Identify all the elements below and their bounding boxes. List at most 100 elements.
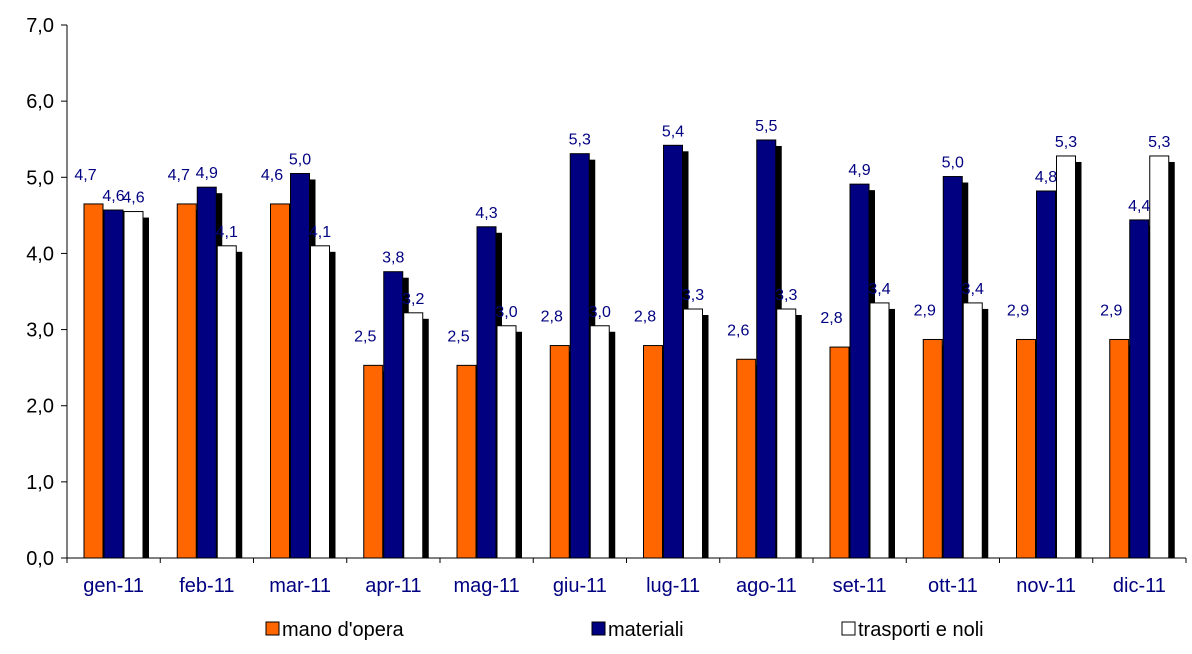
x-tick-label: lug-11 [646, 575, 700, 597]
bar [736, 358, 757, 559]
bar [569, 153, 590, 559]
y-tick-label: 7,0 [26, 15, 54, 37]
y-tick-label: 0,0 [26, 548, 54, 570]
bar [216, 245, 237, 559]
bar [383, 271, 404, 559]
data-label: 2,9 [914, 302, 936, 319]
data-label: 3,3 [682, 287, 704, 304]
data-label: 4,6 [122, 190, 144, 207]
x-tick-label: apr-11 [365, 575, 421, 597]
data-label: 2,5 [447, 328, 469, 345]
data-label: 4,8 [1035, 169, 1057, 186]
data-label: 2,8 [820, 310, 842, 327]
data-label: 2,6 [727, 322, 749, 339]
bar [476, 226, 497, 559]
bar [270, 203, 290, 559]
bars [83, 139, 1175, 559]
bar [1016, 338, 1036, 559]
bar [83, 203, 104, 559]
bar [363, 364, 384, 559]
y-tick-label: 3,0 [26, 320, 54, 342]
data-label: 2,9 [1100, 302, 1122, 319]
data-labels: 4,74,64,64,7 4,94,14,65,04,12,53,83,22,54… [74, 118, 1170, 345]
bar [663, 144, 683, 559]
bar [456, 364, 477, 559]
data-label: 4,9 [196, 165, 218, 182]
bar [176, 203, 197, 559]
data-label: 4,3 [475, 205, 497, 222]
data-label: 3,2 [402, 291, 424, 308]
bar [922, 338, 943, 559]
bar [869, 302, 890, 559]
data-label: 5,4 [662, 123, 684, 140]
data-label: 3,3 [775, 287, 797, 304]
legend-label: materiali [608, 619, 684, 641]
data-label: 5,3 [569, 132, 591, 149]
y-axis: 0,0 1,0 2,0 3,0 4,0 5,0 6,0 7,0 [26, 15, 68, 570]
bar [829, 346, 850, 559]
legend-swatch [265, 621, 280, 636]
bar [1036, 190, 1056, 559]
bar [776, 308, 797, 559]
bar [962, 302, 983, 559]
data-label: 4,1 [216, 224, 238, 241]
bar [103, 209, 124, 559]
bar [683, 308, 703, 559]
bar [310, 245, 330, 559]
data-label: 2,5 [354, 328, 376, 345]
x-tick-label: ott-11 [928, 575, 978, 597]
legend-label: trasporti e noli [858, 619, 984, 641]
data-label: 4,7 [168, 167, 190, 184]
bar [643, 345, 663, 559]
bar [496, 325, 517, 559]
data-label: 3,0 [495, 304, 517, 321]
data-label: 5,3 [1148, 134, 1170, 151]
legend-label: mano d'opera [282, 619, 405, 641]
data-label: 3,8 [382, 250, 404, 267]
bar [123, 211, 144, 559]
legend-swatch [591, 621, 606, 636]
bar [549, 345, 570, 559]
x-tick-label: dic-11 [1113, 575, 1166, 597]
bar [589, 325, 610, 559]
data-label: 5,0 [289, 151, 311, 168]
x-tick-label: gen-11 [83, 575, 144, 597]
bar [756, 139, 777, 559]
data-label: 4,6 [261, 167, 283, 184]
x-tick-label: mag-11 [453, 575, 519, 597]
legend: mano d'opera materiali trasporti e noli [265, 619, 984, 641]
data-label: 2,8 [541, 309, 563, 326]
y-tick-label: 1,0 [26, 472, 54, 494]
x-tick-label: mar-11 [269, 575, 331, 597]
y-tick-label: 5,0 [26, 167, 54, 189]
x-tick-label: nov-11 [1016, 575, 1076, 597]
y-tick-label: 4,0 [26, 243, 54, 265]
data-label: 5,3 [1055, 134, 1077, 151]
data-label: 4,7 [74, 167, 96, 184]
bar [1129, 219, 1150, 559]
data-label: 2,9 [1007, 302, 1029, 319]
data-label: 3,4 [962, 281, 984, 298]
legend-swatch [841, 621, 856, 636]
y-tick-label: 2,0 [26, 396, 54, 418]
data-label: 2,8 [634, 309, 656, 326]
bar [290, 172, 310, 559]
data-label: 5,5 [755, 118, 777, 135]
x-tick-label: set-11 [833, 575, 887, 597]
x-axis: gen-11 feb-11 mar-11 apr-11 mag-11 giu-11 lug-… [66, 557, 1187, 597]
data-label: 4,1 [309, 224, 331, 241]
bar [1149, 155, 1170, 559]
data-label: 3,4 [868, 281, 890, 298]
bar [196, 186, 217, 559]
bar [1109, 338, 1130, 559]
data-label: 3,0 [589, 304, 611, 321]
bar [1056, 155, 1076, 559]
data-label: 4,9 [848, 162, 870, 179]
data-label: 4,6 [102, 188, 124, 205]
bar [942, 176, 963, 559]
bar [403, 312, 424, 559]
y-tick-label: 6,0 [26, 91, 54, 113]
data-label: 5,0 [942, 155, 964, 172]
data-label: 4,4 [1128, 198, 1150, 215]
